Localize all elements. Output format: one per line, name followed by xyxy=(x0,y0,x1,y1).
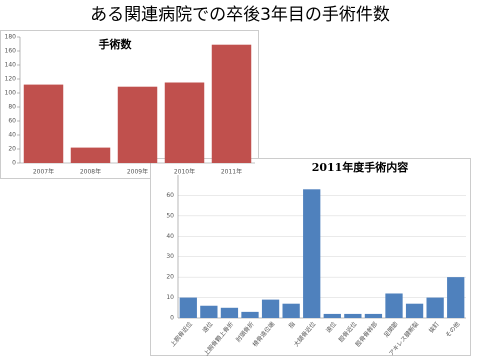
bar xyxy=(323,313,341,318)
y-tick-label: 30 xyxy=(166,253,174,260)
bar xyxy=(385,293,403,318)
y-tick-label: 60 xyxy=(8,118,16,125)
y-tick-label: 80 xyxy=(8,104,16,111)
bar xyxy=(303,189,321,318)
y-tick-label: 120 xyxy=(5,76,17,83)
slide-title: ある関連病院での卒後3年目の手術件数 xyxy=(90,5,390,25)
chart-title: 2011年度手術内容 xyxy=(312,160,409,174)
x-tick-label: 2011年 xyxy=(221,168,242,176)
bar xyxy=(364,313,383,318)
bar xyxy=(23,84,64,163)
y-tick-label: 0 xyxy=(170,315,174,322)
y-tick-label: 20 xyxy=(166,274,174,281)
y-tick-label: 0 xyxy=(12,160,16,167)
x-tick-label: 指 xyxy=(287,320,297,330)
y-tick-label: 100 xyxy=(5,90,17,97)
y-tick-label: 160 xyxy=(5,48,17,55)
bar xyxy=(220,307,239,318)
bar xyxy=(261,299,280,318)
y-tick-label: 60 xyxy=(166,192,174,199)
bar xyxy=(447,277,465,318)
bar xyxy=(282,303,300,318)
x-tick-label: 2008年 xyxy=(80,168,101,176)
bar xyxy=(179,297,197,318)
bar xyxy=(405,303,424,318)
bar xyxy=(211,44,252,164)
y-tick-label: 40 xyxy=(166,233,174,240)
y-tick-label: 20 xyxy=(8,146,16,153)
bar xyxy=(426,297,444,318)
chart-title: 手術数 xyxy=(99,37,133,51)
bar xyxy=(70,147,111,163)
x-tick-label: 2007年 xyxy=(33,168,54,176)
y-tick-label: 40 xyxy=(8,132,16,139)
bar xyxy=(164,82,205,163)
y-tick-label: 180 xyxy=(5,34,17,41)
bar xyxy=(200,305,218,318)
y-tick-label: 10 xyxy=(166,294,174,301)
bar xyxy=(117,86,158,163)
bar xyxy=(241,311,259,318)
y-tick-label: 140 xyxy=(5,62,17,69)
bar xyxy=(344,313,362,318)
y-tick-label: 50 xyxy=(166,212,174,219)
x-tick-label: 2010年 xyxy=(174,168,195,176)
x-tick-label: 2009年 xyxy=(127,168,148,176)
